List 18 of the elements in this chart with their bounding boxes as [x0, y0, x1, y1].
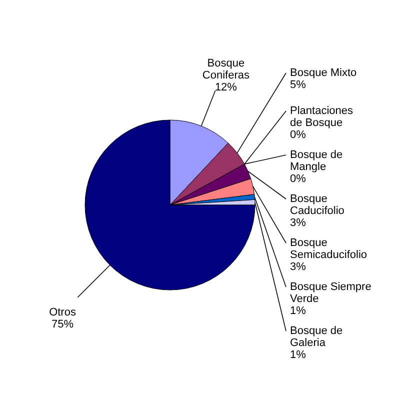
slice-label: Bosque Coniferas: [202, 58, 250, 82]
data-label: 75%: [52, 318, 74, 330]
slice-label: Otros: [49, 306, 76, 318]
data-label: 3%: [290, 261, 306, 273]
text: 0%: [290, 173, 306, 185]
data-label: 3%: [290, 217, 306, 229]
slice-label: Bosque de Galeria: [290, 325, 343, 349]
slice-label: Bosque Semicaducifolio: [290, 237, 368, 261]
legend-label: Bosque de Mangle: [290, 149, 343, 173]
slice-label: Bosque Siempre Verde: [290, 281, 372, 305]
data-label: 5%: [290, 79, 306, 91]
slice-label: Bosque Caducifolio: [290, 193, 344, 217]
category-label: Plantaciones de Bosque: [290, 105, 353, 129]
data-label: 12%: [214, 82, 238, 94]
data-label: 1%: [290, 349, 306, 361]
text: 0%: [290, 129, 306, 141]
slice-label: Bosque Mixto: [290, 67, 357, 79]
data-label: 1%: [290, 305, 306, 317]
